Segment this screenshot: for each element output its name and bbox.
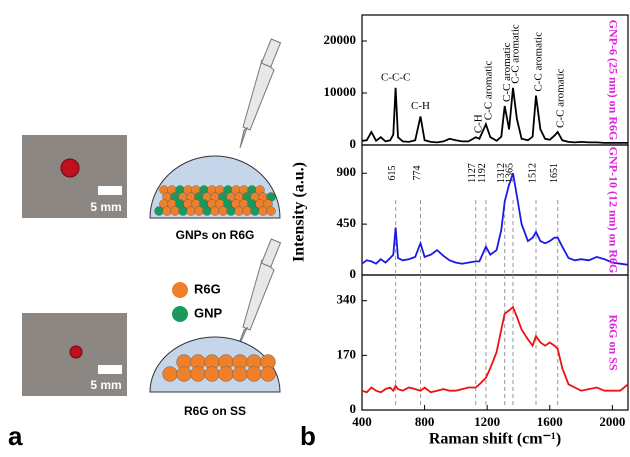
panel-label: a xyxy=(8,421,23,451)
annotation: C-C aromatic xyxy=(501,42,513,102)
particle xyxy=(250,206,260,216)
particle xyxy=(266,206,276,216)
x-tick-label: 2000 xyxy=(599,414,625,429)
particle xyxy=(204,366,220,382)
sample-spot xyxy=(60,158,80,178)
y-tick-label: 170 xyxy=(337,346,357,361)
annotation: C-C aromatic xyxy=(533,32,545,92)
y-tick-label: 0 xyxy=(350,136,357,151)
particle xyxy=(162,206,172,216)
annotation: C-C aromatic xyxy=(482,61,494,121)
particle xyxy=(190,366,206,382)
caption: R6G on SS xyxy=(184,404,246,418)
peak-label: 1312 xyxy=(496,163,507,183)
annotation: C-C-C xyxy=(381,71,410,83)
x-tick-label: 1200 xyxy=(474,414,500,429)
pipette xyxy=(239,38,282,149)
x-axis-title: Raman shift (cm⁻¹) xyxy=(429,431,561,448)
particle xyxy=(170,206,180,216)
particle xyxy=(242,206,252,216)
particle xyxy=(210,206,220,216)
y-axis-title: Intensity (a.u.) xyxy=(291,162,308,262)
annotation: C-C aromatic xyxy=(554,68,566,128)
caption: GNPs on R6G xyxy=(176,228,255,242)
series-label: GNP-6 (25 nm) on R6G xyxy=(606,20,620,141)
plot-frame xyxy=(361,144,629,276)
y-tick-label: 340 xyxy=(337,292,357,307)
y-tick-label: 900 xyxy=(337,164,357,179)
peak-label: 1192 xyxy=(477,163,488,183)
spectrum xyxy=(361,87,628,144)
particle xyxy=(226,206,236,216)
legend-swatch xyxy=(172,282,188,298)
legend-swatch xyxy=(172,306,188,322)
pipette xyxy=(235,238,282,353)
panel-label: b xyxy=(300,421,316,451)
y-tick-label: 20000 xyxy=(324,32,357,47)
series-label: R6G on SS xyxy=(606,314,620,370)
y-tick-label: 450 xyxy=(337,215,357,230)
legend-label: GNP xyxy=(194,305,223,320)
annotation: C-H xyxy=(472,114,484,133)
annotation: C-C aromatic xyxy=(510,24,522,84)
x-tick-label: 400 xyxy=(352,414,372,429)
annotation: C-H xyxy=(411,100,430,112)
x-tick-label: 1600 xyxy=(537,414,563,429)
scale-label: 5 mm xyxy=(90,378,121,392)
particle xyxy=(232,366,248,382)
scale-bar xyxy=(98,365,122,374)
spectrum xyxy=(361,305,629,394)
particle xyxy=(218,206,228,216)
particle xyxy=(194,206,204,216)
plot-frame xyxy=(361,274,629,411)
particle xyxy=(258,206,268,216)
peak-label: 1365 xyxy=(504,163,515,183)
peak-label: 1512 xyxy=(527,163,538,183)
particle xyxy=(186,206,196,216)
peak-label: 615 xyxy=(387,166,398,181)
y-tick-label: 0 xyxy=(350,266,357,281)
particle xyxy=(176,366,192,382)
x-tick-label: 800 xyxy=(415,414,435,429)
particle xyxy=(260,366,276,382)
particle xyxy=(202,206,212,216)
particle xyxy=(154,206,164,216)
peak-label: 774 xyxy=(412,166,423,181)
scale-bar xyxy=(98,186,122,195)
particle xyxy=(178,206,188,216)
peak-label: 1651 xyxy=(549,163,560,183)
legend-label: R6G xyxy=(194,281,221,296)
particle xyxy=(218,366,234,382)
particle xyxy=(234,206,244,216)
y-tick-label: 10000 xyxy=(324,84,357,99)
particle xyxy=(162,366,178,382)
spectrum xyxy=(361,173,629,266)
scale-label: 5 mm xyxy=(90,200,121,214)
peak-label: 1127 xyxy=(467,163,478,183)
y-tick-label: 0 xyxy=(350,401,357,416)
particle xyxy=(246,366,262,382)
series-label: GNP-10 (12 nm) on R6G xyxy=(606,147,620,274)
sample-spot xyxy=(69,345,83,359)
photo xyxy=(22,135,127,218)
